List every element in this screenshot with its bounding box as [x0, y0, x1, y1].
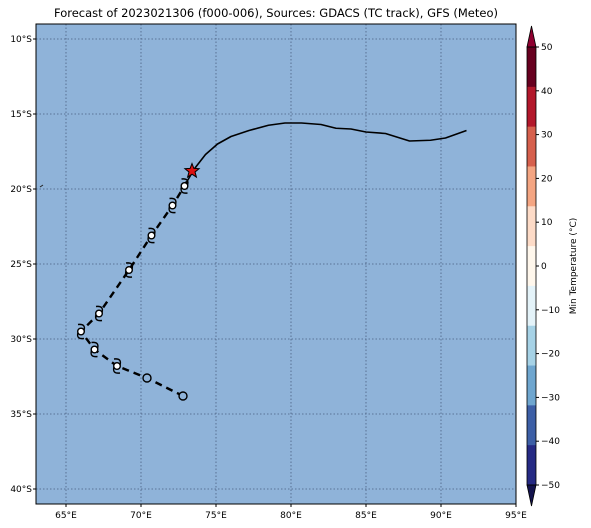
cyclone-symbol-icon[interactable]	[112, 358, 122, 374]
forecast-point-marker[interactable]	[142, 373, 152, 383]
colorbar-tick-label: 30	[541, 131, 553, 141]
colorbar-segment	[527, 246, 536, 287]
lat-tick-label: 15°S	[10, 110, 32, 120]
map-background	[36, 24, 516, 504]
colorbar-tick-label: −50	[541, 481, 560, 491]
gridlines	[36, 24, 516, 504]
lon-tick-label: 75°E	[205, 511, 227, 521]
lat-tick-label: 20°S	[10, 185, 32, 195]
track-layer	[39, 122, 467, 401]
stray-track-mark	[39, 184, 44, 188]
lon-tick-label: 95°E	[505, 511, 527, 521]
cyclone-symbol-icon[interactable]	[168, 197, 177, 214]
lon-tick-label: 85°E	[355, 511, 377, 521]
lat-tick-label: 35°S	[10, 410, 32, 420]
cyclone-symbol-icon[interactable]	[180, 178, 189, 194]
colorbar-segment	[527, 126, 536, 167]
colorbar-segment	[527, 206, 536, 247]
colorbar-segment	[527, 166, 536, 207]
colorbar-segment	[527, 325, 536, 367]
past-track-line	[185, 122, 467, 184]
cyclone-symbol-icon[interactable]	[94, 305, 104, 322]
colorbar-tick-label: 0	[541, 262, 547, 272]
map-title: Forecast of 2023021306 (f000-006), Sourc…	[54, 6, 498, 20]
lon-tick-label: 90°E	[430, 511, 452, 521]
colorbar-tick-label: −10	[541, 306, 560, 316]
lat-tick-label: 40°S	[10, 485, 32, 495]
colorbar-tick-label: 40	[541, 87, 553, 97]
lat-tick-label: 30°S	[10, 335, 32, 345]
colorbar-tick-label: −30	[541, 393, 560, 403]
lat-tick-label: 10°S	[10, 35, 32, 45]
current-position-star-icon[interactable]	[183, 162, 201, 179]
lat-tick-label: 25°S	[10, 260, 32, 270]
cyclone-symbol-icon[interactable]	[76, 323, 86, 340]
colorbar-tick-label: −40	[541, 437, 560, 447]
cyclone-symbol-icon[interactable]	[147, 227, 156, 244]
colorbar-segment	[527, 47, 536, 88]
cyclone-symbol-icon[interactable]	[90, 341, 99, 358]
colorbar-top-arrow	[526, 25, 537, 48]
cyclone-symbol-icon[interactable]	[124, 262, 134, 278]
lon-tick-label: 80°E	[280, 511, 302, 521]
colorbar-tick-label: 20	[541, 174, 553, 184]
colorbar-label: Min Temperature (°C)	[569, 218, 579, 315]
colorbar-segment	[527, 285, 536, 327]
forecast-point-marker[interactable]	[178, 391, 188, 401]
colorbar-segment	[527, 86, 536, 128]
colorbar-tick-label: 10	[541, 218, 553, 228]
colorbar-segment	[527, 445, 536, 486]
lon-tick-label: 70°E	[130, 511, 152, 521]
colorbar: 50 40 30 20 10 0 −10 −20 −30 −40 −50 Min Temperatur…	[526, 25, 579, 507]
lon-tick-label: 65°E	[55, 511, 77, 521]
colorbar-bottom-arrow	[526, 484, 537, 507]
colorbar-segment	[527, 405, 536, 446]
colorbar-tick-label: −20	[541, 350, 560, 360]
colorbar-segment	[527, 365, 536, 406]
map-axes: 65°E 70°E 75°E 80°E 85°E 90°E 95°E 10°S 15°S 20°S…	[10, 35, 527, 521]
colorbar-tick-label: 50	[541, 43, 553, 53]
